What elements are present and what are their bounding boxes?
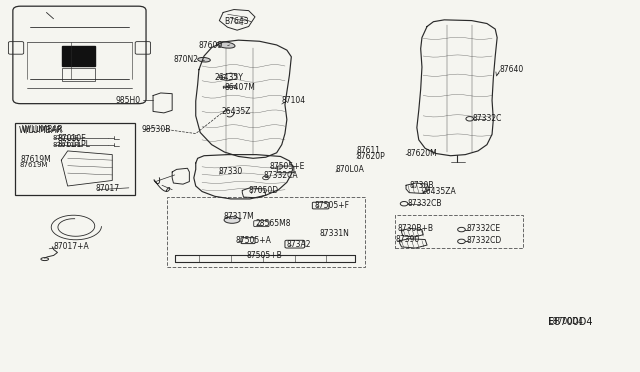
Text: 87619M: 87619M bbox=[19, 161, 48, 167]
Text: 28565M8: 28565M8 bbox=[255, 219, 291, 228]
Text: B7643: B7643 bbox=[224, 17, 248, 26]
Text: 985H0: 985H0 bbox=[115, 96, 140, 105]
Bar bbox=[62, 46, 95, 66]
Text: 87620P: 87620P bbox=[357, 152, 386, 161]
Text: 87017+A: 87017+A bbox=[54, 243, 90, 251]
Text: 87332CA: 87332CA bbox=[264, 171, 298, 180]
Bar bbox=[395, 215, 523, 248]
Text: 26435Y: 26435Y bbox=[215, 73, 244, 81]
Text: 87620M: 87620M bbox=[406, 149, 436, 158]
Text: 87505+E: 87505+E bbox=[269, 162, 305, 171]
Text: 87010E: 87010E bbox=[52, 135, 79, 141]
Text: 98530B: 98530B bbox=[141, 125, 171, 134]
Text: 87050D: 87050D bbox=[248, 186, 279, 195]
Text: 870N2: 870N2 bbox=[174, 55, 199, 64]
Text: 26435ZA: 26435ZA bbox=[422, 187, 457, 196]
Text: 86407M: 86407M bbox=[225, 83, 255, 92]
Text: 8730B: 8730B bbox=[409, 181, 434, 190]
Text: 87611PL: 87611PL bbox=[58, 140, 90, 149]
Text: 26435Z: 26435Z bbox=[221, 107, 251, 116]
Text: 87619M: 87619M bbox=[20, 155, 51, 164]
Text: 87332CE: 87332CE bbox=[467, 224, 500, 233]
Ellipse shape bbox=[198, 57, 211, 62]
Text: 87332CB: 87332CB bbox=[408, 199, 442, 208]
Text: 87505+B: 87505+B bbox=[246, 251, 282, 260]
Text: 87332CD: 87332CD bbox=[467, 236, 502, 245]
Ellipse shape bbox=[216, 42, 235, 48]
Ellipse shape bbox=[224, 217, 240, 223]
Text: E8700D4: E8700D4 bbox=[548, 317, 583, 326]
Bar bbox=[62, 68, 95, 81]
Text: 87104: 87104 bbox=[282, 96, 306, 105]
Text: 87611PL: 87611PL bbox=[52, 142, 83, 148]
Text: 87505+F: 87505+F bbox=[315, 201, 350, 210]
Text: 870L0A: 870L0A bbox=[336, 165, 365, 174]
Text: 87330: 87330 bbox=[218, 167, 243, 176]
Text: W/LUMBAR: W/LUMBAR bbox=[22, 124, 63, 133]
Bar bbox=[167, 197, 365, 267]
Text: 87390: 87390 bbox=[395, 235, 419, 244]
Text: 87331N: 87331N bbox=[320, 230, 350, 238]
Text: 873A2: 873A2 bbox=[287, 240, 312, 249]
Text: 87611: 87611 bbox=[357, 147, 381, 155]
Text: 87332C: 87332C bbox=[473, 114, 502, 123]
Text: 87317M: 87317M bbox=[223, 212, 254, 221]
Bar bbox=[15, 123, 135, 195]
Text: E8700D4: E8700D4 bbox=[548, 317, 593, 327]
Text: 87010E: 87010E bbox=[58, 134, 86, 142]
Text: 87640: 87640 bbox=[500, 65, 524, 74]
Text: 87017: 87017 bbox=[96, 185, 120, 193]
Text: W/LUMBAR: W/LUMBAR bbox=[19, 125, 63, 134]
Text: 87505+A: 87505+A bbox=[236, 236, 272, 245]
Text: 87609: 87609 bbox=[199, 41, 223, 50]
Text: 8730B+B: 8730B+B bbox=[397, 224, 434, 233]
